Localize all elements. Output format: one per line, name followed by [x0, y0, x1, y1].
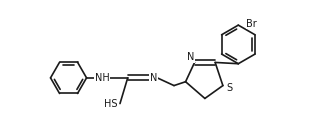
- Text: NH: NH: [95, 73, 109, 83]
- Text: Br: Br: [246, 19, 257, 29]
- Text: HS: HS: [104, 99, 117, 109]
- Text: S: S: [226, 83, 232, 93]
- Text: N: N: [150, 73, 157, 83]
- Text: N: N: [187, 52, 194, 62]
